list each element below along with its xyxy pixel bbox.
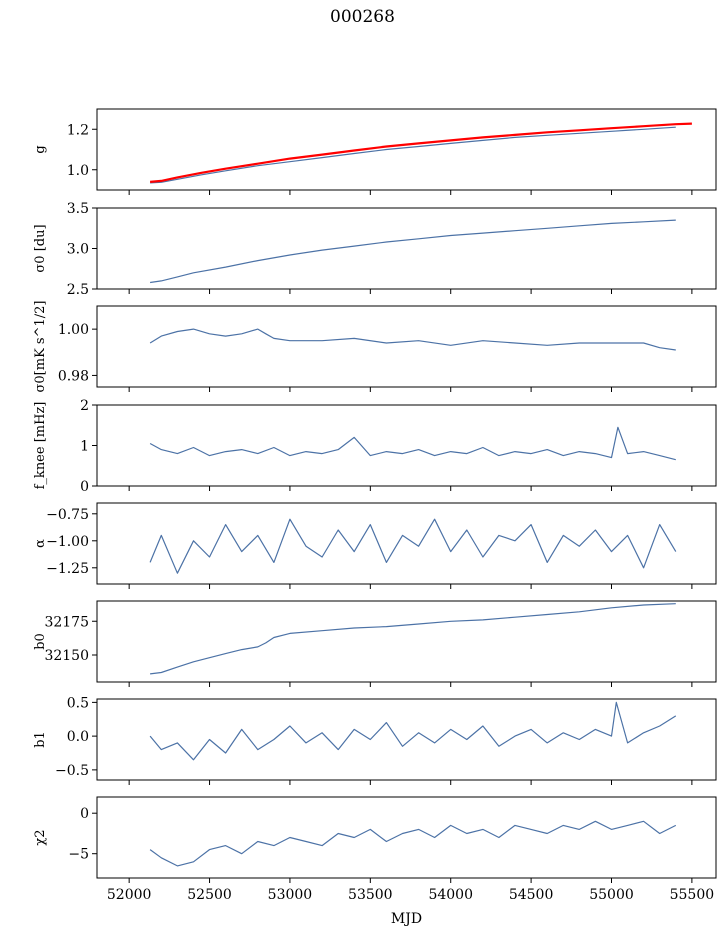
series-line-1 [149, 701, 677, 761]
series-line-1 [149, 820, 677, 867]
subplot-3: 0.98 1.00 σ0[mK s^1/2] [33, 301, 717, 393]
axes-frame [96, 108, 717, 191]
axes-frame [96, 698, 717, 781]
y-tick-label: −5 [68, 847, 89, 863]
series-line-1 [149, 518, 677, 574]
subplot-7: −0.5 0.0 0.5 b1 [33, 695, 717, 785]
y-tick-label: −1.00 [46, 534, 89, 550]
figure-title: 000268 [330, 7, 395, 27]
series-line-1 [150, 126, 676, 184]
x-tick-label: 55000 [589, 887, 634, 903]
x-tick-label: 54000 [428, 887, 473, 903]
x-tick-label: 53000 [268, 887, 313, 903]
y-axis-label: b0 [33, 633, 48, 650]
axes-frame [96, 502, 717, 585]
y-tick-label: −0.75 [46, 507, 89, 523]
series-line-1 [149, 328, 676, 351]
series-line-1 [150, 603, 676, 675]
y-tick-label: −1.25 [46, 561, 89, 577]
y-tick-label: 0.98 [58, 368, 89, 384]
y-axis-label: g [33, 145, 48, 153]
x-tick-label: 52500 [187, 887, 232, 903]
axes-frame [96, 404, 717, 487]
x-tick-label: 55500 [670, 887, 715, 903]
y-tick-label: 1.00 [58, 322, 89, 338]
y-tick-label: 3.5 [67, 201, 89, 217]
y-tick-label: 0 [80, 479, 89, 495]
axes-frame [96, 207, 717, 290]
y-axis-label: α [33, 539, 48, 548]
subplot-1: 1.0 1.2 g [33, 108, 717, 195]
x-tick-label: 52000 [107, 887, 152, 903]
x-tick-label: 53500 [348, 887, 393, 903]
subplot-5: −1.25 −1.00 −0.75 α [33, 502, 717, 589]
y-tick-label: 2 [80, 398, 89, 414]
y-axis-label: σ0 [du] [33, 224, 48, 272]
x-axis-label: MJD [391, 911, 422, 927]
y-tick-label: 32150 [44, 648, 89, 664]
y-axis-label: b1 [33, 731, 48, 748]
subplot-2: 2.5 3.0 3.5 σ0 [du] [33, 201, 717, 298]
y-axis-label: σ0[mK s^1/2] [33, 301, 48, 393]
y-tick-label: 1.2 [67, 122, 89, 138]
y-tick-label: 32175 [44, 614, 89, 630]
subplot-4: 0 1 2 f_knee [mHz] [33, 398, 717, 495]
y-tick-label: 3.0 [67, 242, 89, 258]
y-tick-label: 0.0 [67, 729, 89, 745]
series-line-1 [150, 219, 676, 284]
y-tick-label: 0.5 [67, 695, 89, 711]
y-tick-label: 0 [80, 806, 89, 822]
subplot-6: 32150 32175 b0 [33, 600, 717, 687]
series-line-1 [149, 426, 676, 461]
axes-frame [96, 796, 717, 879]
y-tick-label: 2.5 [67, 282, 89, 298]
subplot-8: −5 0 χ2 52000 52500 53000 53500 54000 54500 55000… [33, 796, 717, 903]
y-axis-label: f_knee [mHz] [33, 402, 48, 490]
y-tick-label: 1 [80, 439, 89, 455]
x-tick-label: 54500 [509, 887, 554, 903]
axes-frame [96, 600, 717, 683]
y-tick-label: 1.0 [67, 163, 89, 179]
y-axis-label: χ2 [33, 829, 48, 845]
axes-frame [96, 305, 717, 388]
y-tick-label: −0.5 [55, 763, 89, 779]
series-line-2 [150, 122, 692, 183]
